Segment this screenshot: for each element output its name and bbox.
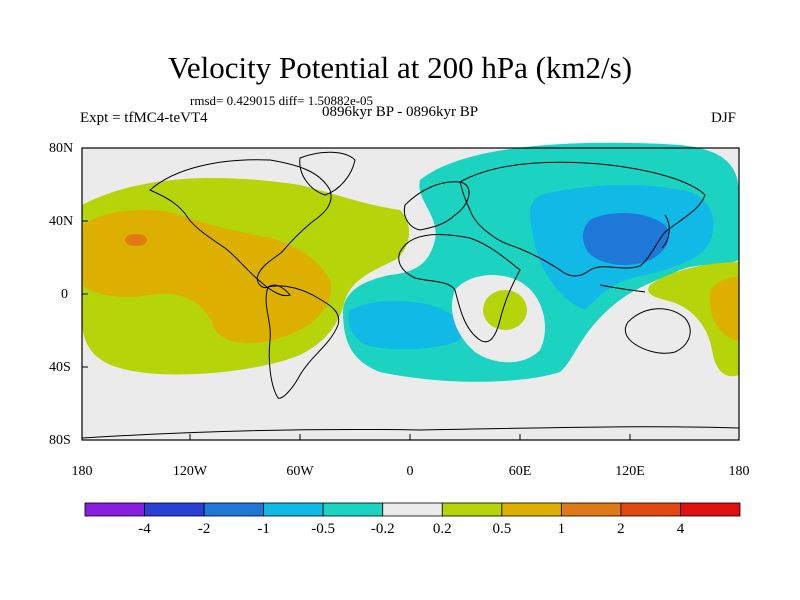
colorbar-label: -4 xyxy=(138,521,151,537)
lon-label-120e: 120E xyxy=(615,464,645,479)
lon-label-180w: 180 xyxy=(71,464,93,479)
coast-antarctica xyxy=(81,426,740,439)
season-label: DJF xyxy=(711,110,737,126)
lon-label-0: 0 xyxy=(406,464,414,479)
dark-orange-blob xyxy=(125,234,147,246)
colorbar-swatch xyxy=(322,502,384,517)
blue-region-atlantic xyxy=(348,300,464,350)
colorbar-label: -2 xyxy=(197,521,211,537)
velocity-potential-field xyxy=(82,142,739,382)
axis-ticks xyxy=(82,147,631,441)
colorbar-swatch xyxy=(203,502,265,517)
colorbar-label: 4 xyxy=(676,521,685,537)
lon-label-60e: 60E xyxy=(508,464,532,479)
coast-europe xyxy=(403,181,470,231)
stats-text: rmsd= 0.429015 diff= 1.50882e-05 xyxy=(190,93,374,108)
coast-japan xyxy=(661,214,670,249)
colorbar-swatch xyxy=(560,502,622,517)
lon-label-120w: 120W xyxy=(172,464,208,479)
lat-label-80n: 80N xyxy=(49,141,74,156)
colorbar-label: 0.2 xyxy=(432,521,452,537)
lat-label-0: 0 xyxy=(61,287,68,302)
colorbar-swatch xyxy=(263,502,324,517)
colorbar-swatch xyxy=(441,502,503,517)
chart-title: Velocity Potential at 200 hPa (km2/s) xyxy=(167,50,633,85)
coast-africa xyxy=(398,234,521,343)
colorbar xyxy=(84,502,741,517)
orange-region-pacific xyxy=(709,276,739,340)
colorbar-swatch xyxy=(382,502,443,517)
coast-australia xyxy=(624,308,691,354)
colorbar-label: -0.5 xyxy=(311,521,336,537)
coast-south-america xyxy=(265,285,340,399)
period-label: 0896kyr BP - 0896kyr BP xyxy=(322,104,479,120)
green-patch-africa xyxy=(483,290,527,330)
colorbar-label: 2 xyxy=(617,521,625,537)
lat-label-40n: 40N xyxy=(49,214,74,229)
lon-label-180e: 180 xyxy=(728,464,750,479)
experiment-label: Expt = tfMC4-teVT4 xyxy=(80,110,208,126)
coast-greenland xyxy=(299,151,356,196)
dark-blue-region xyxy=(582,213,669,265)
coastlines xyxy=(81,151,740,439)
colorbar-label: 1 xyxy=(557,521,566,537)
lat-label-80s: 80S xyxy=(49,433,71,448)
colorbar-label: -0.2 xyxy=(370,521,395,537)
colorbar-swatch xyxy=(501,502,562,517)
colorbar-label: -1 xyxy=(257,521,270,537)
colorbar-swatch xyxy=(680,502,741,517)
colorbar-swatch xyxy=(620,502,681,517)
colorbar-label: 0.5 xyxy=(492,521,512,537)
colorbar-swatch xyxy=(144,502,205,517)
coast-north-america xyxy=(149,159,332,297)
coast-indonesia xyxy=(599,284,646,293)
lon-label-60w: 60W xyxy=(286,464,314,479)
lat-label-40s: 40S xyxy=(49,360,71,375)
coast-asia xyxy=(459,161,706,277)
colorbar-swatch xyxy=(84,502,145,517)
